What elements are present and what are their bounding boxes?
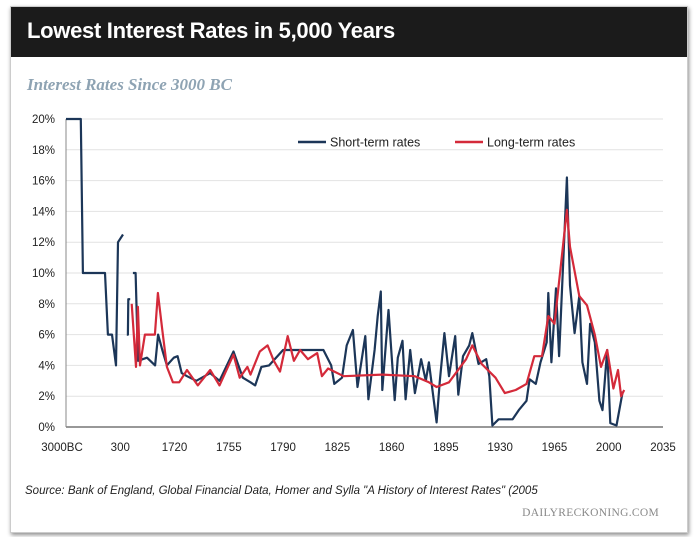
y-tick-label: 18% xyxy=(32,145,55,157)
title-bar: Lowest Interest Rates in 5,000 Years xyxy=(11,7,687,57)
legend: Short-term rates Long-term rates xyxy=(298,136,575,150)
x-tick-label: 1825 xyxy=(325,442,351,454)
x-tick-label: 1930 xyxy=(487,442,513,454)
x-tick-label: 1755 xyxy=(216,442,242,454)
y-tick-label: 12% xyxy=(32,237,55,249)
y-tick-label: 16% xyxy=(32,176,55,188)
chart-title: Interest Rates Since 3000 BC xyxy=(27,75,232,94)
brand-watermark: DAILYRECKONING.COM xyxy=(522,507,659,519)
legend-label-long: Long-term rates xyxy=(487,136,575,150)
x-tick-label: 1860 xyxy=(379,442,405,454)
long-term-rates-line xyxy=(130,208,626,398)
y-axis-ticks: 0% 2% 4% 6% 8% 10% 12% 14% 16% 18% 20% xyxy=(32,114,55,434)
x-tick-label: 3000BC xyxy=(41,442,83,454)
x-tick-label: 1720 xyxy=(162,442,188,454)
y-tick-label: 4% xyxy=(38,360,55,372)
y-tick-label: 20% xyxy=(32,114,55,126)
page-title: Lowest Interest Rates in 5,000 Years xyxy=(27,18,395,43)
y-tick-label: 14% xyxy=(32,206,55,218)
short-term-rates-line xyxy=(66,117,624,427)
x-tick-label: 1965 xyxy=(542,442,568,454)
y-tick-label: 2% xyxy=(38,391,55,403)
y-tick-label: 10% xyxy=(32,268,55,280)
x-tick-label: 2035 xyxy=(650,442,676,454)
legend-label-short: Short-term rates xyxy=(330,136,420,150)
x-tick-label: 300 xyxy=(111,442,130,454)
y-tick-label: 6% xyxy=(38,330,55,342)
x-tick-label: 2000 xyxy=(596,442,622,454)
series-lines xyxy=(66,117,626,427)
source-note: Source: Bank of England, Global Financia… xyxy=(25,485,538,497)
y-tick-label: 0% xyxy=(38,422,55,434)
x-tick-label: 1895 xyxy=(433,442,459,454)
x-axis-ticks: 3000BC 300 1720 1755 1790 1825 1860 1895 1930 196… xyxy=(41,442,676,454)
y-tick-label: 8% xyxy=(38,299,55,311)
gridlines xyxy=(65,118,663,428)
x-tick-label: 1790 xyxy=(270,442,296,454)
